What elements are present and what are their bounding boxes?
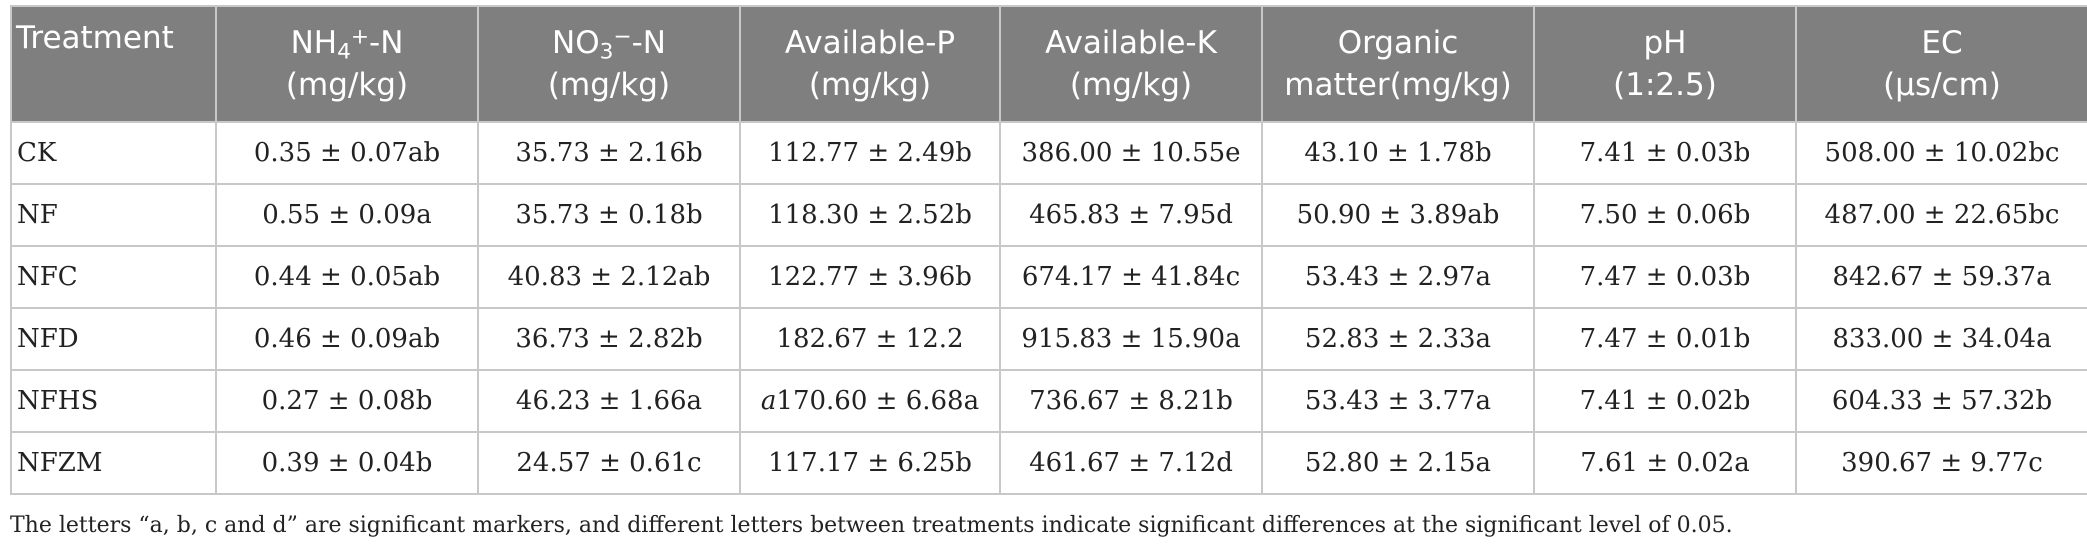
cell-treatment: NFD — [10, 307, 217, 371]
header-available-k-label: Available-K — [1045, 25, 1217, 61]
table-row: NF 0.55 ± 0.09a 35.73 ± 0.18b 118.30 ± 2… — [10, 183, 2087, 247]
cell-organic-matter: 43.10 ± 1.78b — [1261, 121, 1535, 185]
table-row: NFHS 0.27 ± 0.08b 46.23 ± 1.66a a170.60 … — [10, 369, 2087, 433]
cell-ph: 7.41 ± 0.02b — [1533, 369, 1797, 433]
data-table: Treatment NH4+-N (mg/kg) NO3−-N (mg/kg) … — [10, 5, 2087, 495]
cell-organic-matter: 52.80 ± 2.15a — [1261, 431, 1535, 495]
header-row: Treatment NH4+-N (mg/kg) NO3−-N (mg/kg) … — [10, 5, 2087, 123]
cell-ec: 604.33 ± 57.32b — [1795, 369, 2087, 433]
cell-ec: 508.00 ± 10.02bc — [1795, 121, 2087, 185]
cell-available-k: 386.00 ± 10.55e — [999, 121, 1263, 185]
cell-ec: 487.00 ± 22.65bc — [1795, 183, 2087, 247]
table-footnote: The letters “a, b, c and d” are signific… — [10, 513, 1733, 538]
cell-nh4: 0.46 ± 0.09ab — [215, 307, 479, 371]
header-no3: NO3−-N (mg/kg) — [477, 5, 741, 123]
header-ec-label: EC — [1921, 25, 1963, 61]
cell-available-k: 674.17 ± 41.84c — [999, 245, 1263, 309]
cell-nh4: 0.27 ± 0.08b — [215, 369, 479, 433]
cell-organic-matter: 53.43 ± 2.97a — [1261, 245, 1535, 309]
cell-available-p: 182.67 ± 12.2 — [739, 307, 1001, 371]
cell-ec: 833.00 ± 34.04a — [1795, 307, 2087, 371]
cell-organic-matter: 50.90 ± 3.89ab — [1261, 183, 1535, 247]
cell-available-p: 117.17 ± 6.25b — [739, 431, 1001, 495]
cell-ph: 7.47 ± 0.03b — [1533, 245, 1797, 309]
cell-available-k: 461.67 ± 7.12d — [999, 431, 1263, 495]
cell-treatment: NF — [10, 183, 217, 247]
header-treatment-label: Treatment — [16, 20, 174, 56]
header-ph-unit: (1:2.5) — [1613, 67, 1717, 103]
cell-treatment: NFHS — [10, 369, 217, 433]
table-row: NFC 0.44 ± 0.05ab 40.83 ± 2.12ab 122.77 … — [10, 245, 2087, 309]
cell-no3: 35.73 ± 2.16b — [477, 121, 741, 185]
cell-treatment: NFZM — [10, 431, 217, 495]
cell-treatment: CK — [10, 121, 217, 185]
cell-available-k: 465.83 ± 7.95d — [999, 183, 1263, 247]
cell-ph: 7.41 ± 0.03b — [1533, 121, 1797, 185]
header-ec: EC (μs/cm) — [1795, 5, 2087, 123]
cell-no3: 35.73 ± 0.18b — [477, 183, 741, 247]
header-nh4-line1: NH4+-N — [290, 24, 404, 65]
header-organic-matter-label: Organic — [1337, 25, 1459, 61]
cell-no3: 40.83 ± 2.12ab — [477, 245, 741, 309]
header-nh4-unit: (mg/kg) — [285, 67, 409, 103]
cell-no3: 24.57 ± 0.61c — [477, 431, 741, 495]
header-available-k-unit: (mg/kg) — [1069, 67, 1193, 103]
cell-treatment: NFC — [10, 245, 217, 309]
cell-organic-matter: 52.83 ± 2.33a — [1261, 307, 1535, 371]
cell-nh4: 0.35 ± 0.07ab — [215, 121, 479, 185]
header-available-k: Available-K (mg/kg) — [999, 5, 1263, 123]
cell-no3: 36.73 ± 2.82b — [477, 307, 741, 371]
cell-available-p: 118.30 ± 2.52b — [739, 183, 1001, 247]
cell-ec: 390.67 ± 9.77c — [1795, 431, 2087, 495]
header-ec-unit: (μs/cm) — [1883, 67, 2001, 103]
header-ph: pH (1:2.5) — [1533, 5, 1797, 123]
header-organic-matter: Organic matter(mg/kg) — [1261, 5, 1535, 123]
cell-nh4: 0.44 ± 0.05ab — [215, 245, 479, 309]
header-available-p-unit: (mg/kg) — [808, 67, 932, 103]
cell-ph: 7.50 ± 0.06b — [1533, 183, 1797, 247]
header-treatment: Treatment — [10, 5, 217, 123]
cell-available-p: 112.77 ± 2.49b — [739, 121, 1001, 185]
cell-available-k: 736.67 ± 8.21b — [999, 369, 1263, 433]
cell-available-p: a170.60 ± 6.68a — [739, 369, 1001, 433]
header-ph-label: pH — [1643, 25, 1687, 61]
header-organic-matter-unit: matter(mg/kg) — [1284, 67, 1512, 103]
header-available-p-label: Available-P — [784, 25, 956, 61]
cell-ph: 7.61 ± 0.02a — [1533, 431, 1797, 495]
cell-organic-matter: 53.43 ± 3.77a — [1261, 369, 1535, 433]
cell-nh4: 0.55 ± 0.09a — [215, 183, 479, 247]
table-row: NFZM 0.39 ± 0.04b 24.57 ± 0.61c 117.17 ±… — [10, 431, 2087, 495]
cell-no3: 46.23 ± 1.66a — [477, 369, 741, 433]
header-available-p: Available-P (mg/kg) — [739, 5, 1001, 123]
table-row: CK 0.35 ± 0.07ab 35.73 ± 2.16b 112.77 ± … — [10, 121, 2087, 185]
header-no3-line1: NO3−-N — [552, 24, 666, 65]
header-no3-unit: (mg/kg) — [547, 67, 671, 103]
table-container: Treatment NH4+-N (mg/kg) NO3−-N (mg/kg) … — [10, 5, 2087, 538]
header-nh4: NH4+-N (mg/kg) — [215, 5, 479, 123]
cell-ec: 842.67 ± 59.37a — [1795, 245, 2087, 309]
cell-available-k: 915.83 ± 15.90a — [999, 307, 1263, 371]
cell-ph: 7.47 ± 0.01b — [1533, 307, 1797, 371]
cell-nh4: 0.39 ± 0.04b — [215, 431, 479, 495]
table-row: NFD 0.46 ± 0.09ab 36.73 ± 2.82b 182.67 ±… — [10, 307, 2087, 371]
cell-available-p: 122.77 ± 3.96b — [739, 245, 1001, 309]
